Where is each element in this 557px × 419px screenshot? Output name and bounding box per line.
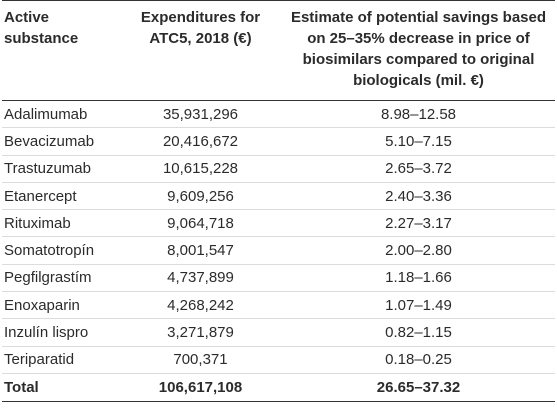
cell-substance: Inzulín lispro [2,318,119,347]
header-row: Active substance Expenditures for ATC5, … [2,0,555,101]
cell-substance: Enoxaparin [2,291,119,320]
cell-expenditures: 3,271,879 [119,318,282,347]
cell-savings: 1.18–1.66 [282,264,555,293]
cell-substance: Somatotropín [2,236,119,265]
cell-savings: 1.07–1.49 [282,291,555,320]
cell-expenditures: 10,615,228 [119,155,282,183]
total-row: Total 106,617,108 26.65–37.32 [2,373,555,402]
cell-savings: 0.82–1.15 [282,318,555,347]
cell-expenditures: 9,609,256 [119,182,282,211]
table-header: Active substance Expenditures for ATC5, … [2,0,555,101]
cell-expenditures: 9,064,718 [119,209,282,238]
table-row: Rituximab 9,064,718 2.27–3.17 [2,209,555,238]
cell-savings: 0.18–0.25 [282,346,555,374]
cell-substance: Rituximab [2,209,119,238]
cell-expenditures: 700,371 [119,346,282,374]
cell-expenditures: 35,931,296 [119,100,282,129]
cell-expenditures: 4,268,242 [119,291,282,320]
table-row: Somatotropín 8,001,547 2.00–2.80 [2,236,555,265]
cell-savings: 2.65–3.72 [282,155,555,183]
table-row: Adalimumab 35,931,296 8.98–12.58 [2,100,555,129]
cell-savings: 2.00–2.80 [282,236,555,265]
cell-expenditures: 8,001,547 [119,236,282,265]
header-expenditures: Expenditures for ATC5, 2018 (€) [119,0,282,101]
table-row: Etanercept 9,609,256 2.40–3.36 [2,182,555,211]
cell-substance: Etanercept [2,182,119,211]
cell-substance: Bevacizumab [2,127,119,156]
total-savings: 26.65–37.32 [282,373,555,402]
cell-substance: Trastuzumab [2,155,119,183]
cell-substance: Teriparatid [2,346,119,374]
table-row: Teriparatid 700,371 0.18–0.25 [2,346,555,374]
total-expenditures: 106,617,108 [119,373,282,402]
cell-substance: Adalimumab [2,100,119,129]
table-row: Pegfilgrastím 4,737,899 1.18–1.66 [2,264,555,293]
table-row: Bevacizumab 20,416,672 5.10–7.15 [2,127,555,156]
cell-expenditures: 4,737,899 [119,264,282,293]
table-body: Adalimumab 35,931,296 8.98–12.58 Bevaciz… [2,100,555,402]
cell-substance: Pegfilgrastím [2,264,119,293]
expenditures-table: Active substance Expenditures for ATC5, … [2,0,555,402]
table-row: Trastuzumab 10,615,228 2.65–3.72 [2,155,555,183]
header-potential-savings: Estimate of potential savings based on 2… [282,0,555,101]
total-label: Total [2,373,119,402]
cell-expenditures: 20,416,672 [119,127,282,156]
cell-savings: 2.40–3.36 [282,182,555,211]
table-row: Inzulín lispro 3,271,879 0.82–1.15 [2,318,555,347]
header-active-substance: Active substance [2,0,119,101]
cell-savings: 5.10–7.15 [282,127,555,156]
table-row: Enoxaparin 4,268,242 1.07–1.49 [2,291,555,320]
cell-savings: 2.27–3.17 [282,209,555,238]
cell-savings: 8.98–12.58 [282,100,555,129]
